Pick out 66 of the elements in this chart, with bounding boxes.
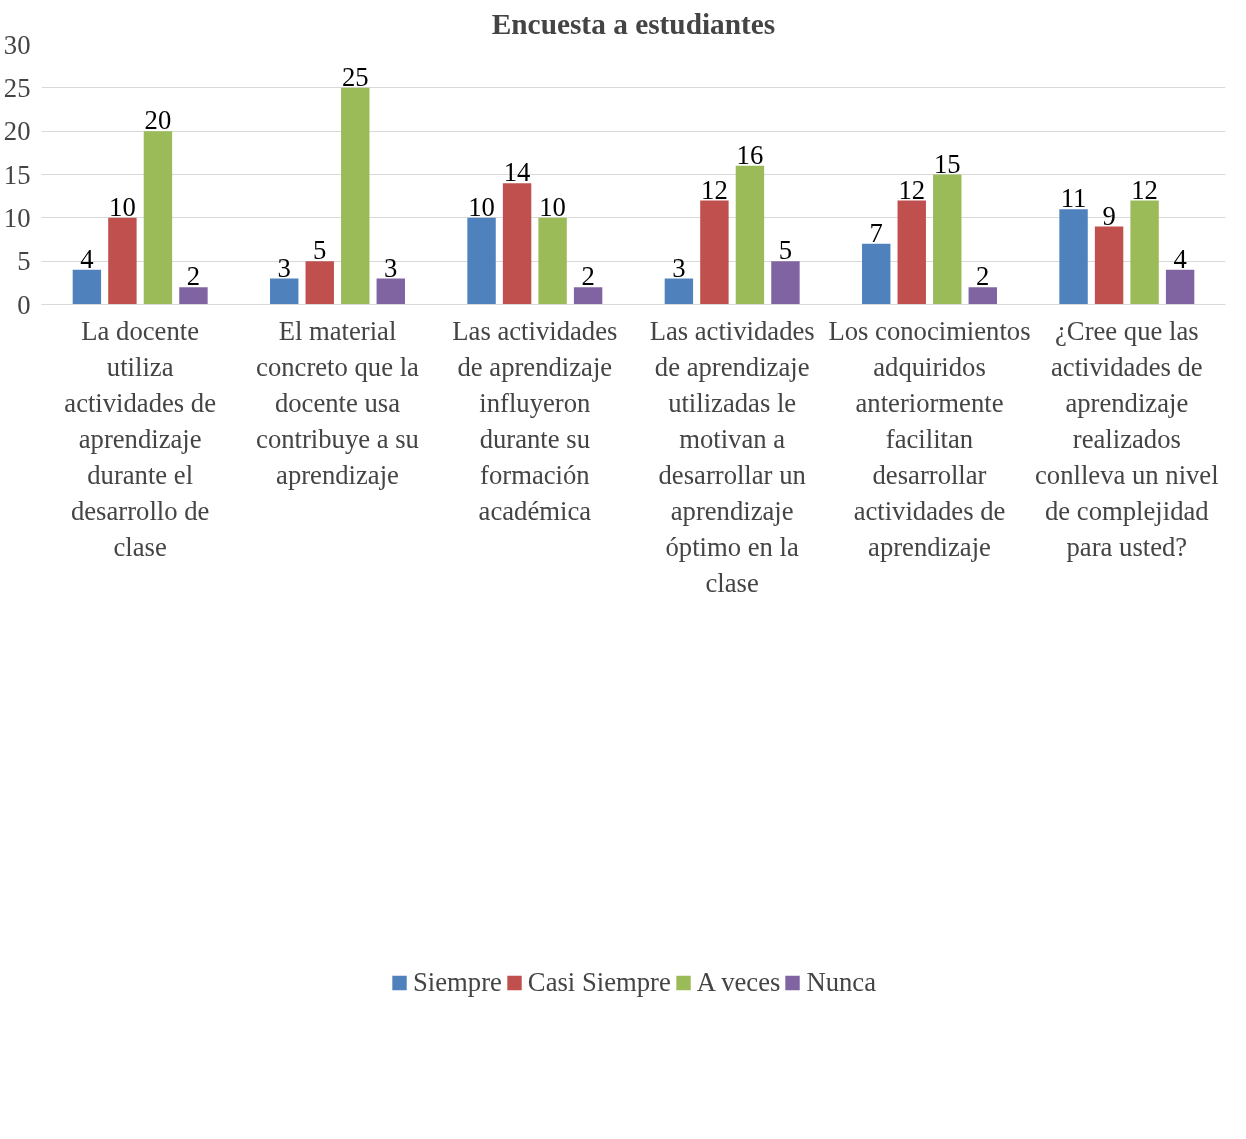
bar	[179, 287, 208, 305]
data-label: 3	[277, 252, 291, 283]
bar	[664, 278, 694, 305]
bar	[1094, 226, 1124, 305]
bar	[467, 217, 496, 305]
bar	[933, 174, 962, 305]
data-label: 2	[581, 261, 595, 292]
data-label: 11	[1060, 183, 1087, 214]
legend-label: Siempre	[413, 966, 502, 998]
y-tick-label: 20	[3, 116, 31, 147]
data-label: 5	[313, 235, 327, 266]
data-label: 3	[672, 252, 686, 283]
x-tick-label: La docente utiliza actividades de aprendizaje durante el desarrollo de clase	[64, 315, 217, 562]
y-tick-label: 30	[3, 29, 31, 60]
data-label: 3	[384, 252, 398, 283]
data-label: 16	[736, 139, 764, 170]
data-label: 25	[341, 61, 369, 92]
data-label: 4	[80, 243, 94, 274]
legend-label: Casi Siempre	[527, 966, 671, 998]
bar	[376, 278, 405, 305]
x-tick-label: Las actividades de aprendizaje utilizadas le motivan a desarrollar un aprendizaje óptimo en la clase	[649, 315, 815, 598]
legend-label: A veces	[696, 966, 781, 998]
data-label: 9	[1102, 200, 1116, 231]
data-label: 12	[1131, 174, 1158, 205]
data-label: 15	[933, 148, 961, 179]
bar	[862, 243, 891, 305]
legend-label: Nunca	[806, 966, 876, 998]
bar	[270, 278, 299, 305]
bar	[143, 131, 173, 305]
x-tick-label: Las actividades de aprendizaje influyeron durante su formación académica	[452, 315, 618, 526]
y-tick-label: 15	[3, 159, 31, 190]
data-label: 10	[468, 191, 495, 222]
bar	[1130, 200, 1159, 305]
bar	[538, 217, 567, 305]
data-label: 20	[144, 105, 172, 136]
bar	[1059, 209, 1088, 305]
bar	[735, 165, 765, 305]
bar	[897, 200, 926, 305]
bar	[771, 261, 800, 305]
bar	[341, 87, 370, 305]
bar	[968, 287, 997, 305]
data-label: 12	[898, 174, 926, 205]
data-label: 7	[869, 217, 883, 248]
x-tick-label: El material concreto que la docente usa contribuye a su aprendizaje	[256, 315, 420, 490]
data-label: 14	[503, 157, 531, 188]
data-label: 10	[539, 191, 566, 222]
data-label: 5	[778, 235, 793, 266]
bar	[108, 217, 137, 305]
y-tick-label: 5	[17, 246, 31, 277]
data-label: 12	[701, 174, 728, 205]
data-label: 4	[1173, 243, 1187, 274]
chart-title: Encuesta a estudiantes	[491, 7, 776, 40]
bar	[1165, 269, 1195, 305]
y-tick-label: 25	[3, 72, 31, 103]
data-label: 2	[976, 261, 990, 292]
y-tick-label: 10	[3, 202, 31, 233]
bar	[700, 200, 729, 305]
bar	[502, 183, 532, 305]
bar	[573, 287, 603, 305]
x-tick-label: ¿Cree que las actividades de aprendizaje realizados conlleva un nivel de complejidad para usted?	[1035, 315, 1219, 562]
x-tick-label: Los conocimientos adquiridos anteriormente facilitan desarrollar actividades de aprendizaje	[828, 315, 1031, 562]
bar	[72, 269, 102, 305]
data-label: 10	[109, 191, 136, 222]
data-label: 2	[186, 261, 201, 292]
bar	[305, 261, 334, 305]
y-tick-label: 0	[17, 289, 31, 320]
